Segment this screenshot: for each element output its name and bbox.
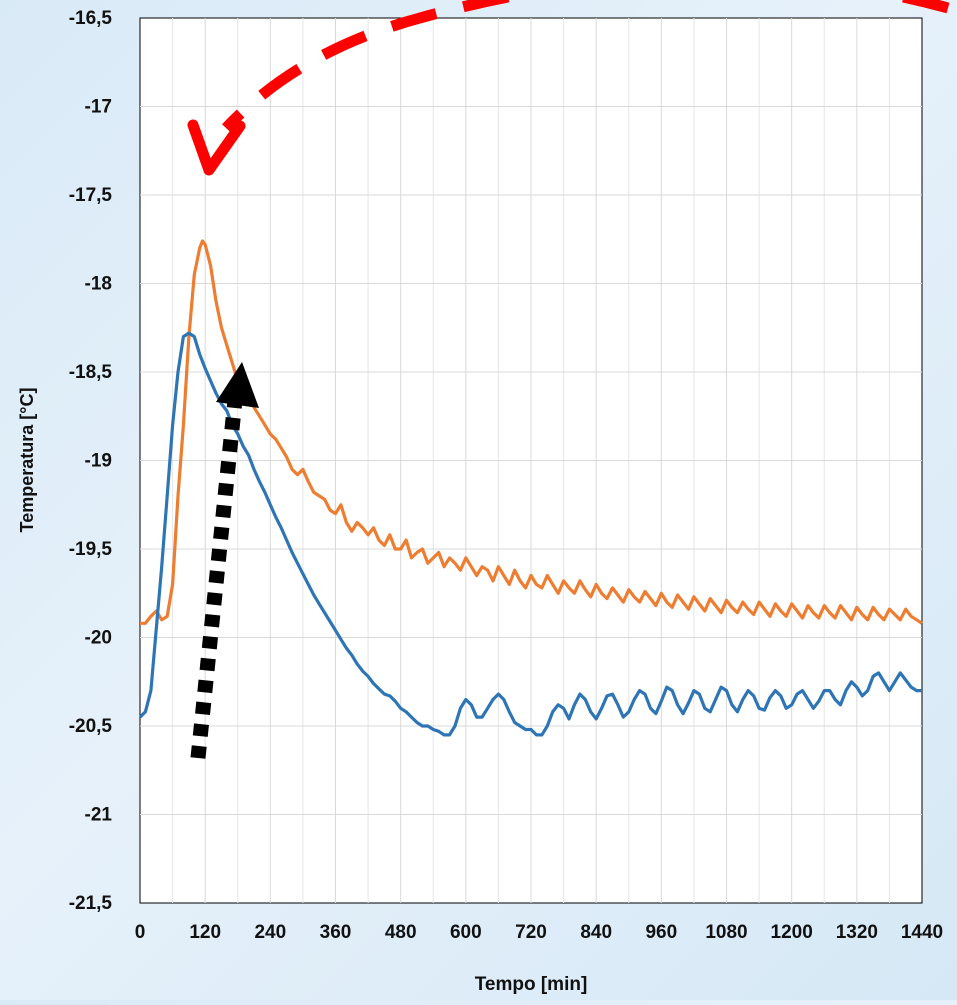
y-tick-label: -16,5 [69, 8, 113, 29]
black-dotted-arrow-shaft [190, 399, 243, 759]
y-tick-label: -19 [85, 451, 112, 472]
x-tick-label: 960 [645, 922, 677, 943]
annotations [187, 0, 950, 759]
y-tick-label: -18,5 [69, 362, 113, 383]
tick-labels: 0 120 240 360 480 600 720 840 960 1080 1200 1320 144… [69, 8, 943, 943]
x-tick-label: 1320 [836, 922, 878, 943]
x-tick-label: 720 [515, 922, 547, 943]
x-tick-label: 1080 [705, 922, 747, 943]
series-line-2 [138, 331, 922, 737]
x-tick-label: 240 [254, 922, 286, 943]
x-tick-label: 360 [320, 922, 352, 943]
y-tick-label: -17 [85, 97, 112, 118]
y-tick-label: -17,5 [69, 185, 113, 206]
y-tick-label: -21 [85, 805, 113, 826]
black-arrow-head [216, 362, 259, 408]
y-tick-label: -21,5 [69, 893, 113, 914]
series-line-1 [140, 239, 923, 625]
x-tick-label: 1440 [901, 922, 943, 943]
x-tick-label: 840 [580, 922, 612, 943]
y-tick-label: -20,5 [69, 716, 113, 737]
y-tick-label: -20 [85, 628, 112, 649]
red-dashed-arrow-shaft [222, 0, 950, 132]
y-tick-label: -19,5 [69, 539, 113, 560]
x-tick-label: 1200 [771, 922, 813, 943]
x-tick-label: 120 [189, 922, 221, 943]
series-layer [138, 239, 923, 737]
x-axis-title: Tempo [min] [475, 974, 588, 995]
x-tick-label: 600 [450, 922, 482, 943]
y-axis-title: Temperatura [°C] [17, 388, 37, 533]
x-tick-label: 0 [135, 922, 146, 943]
x-tick-label: 480 [385, 922, 417, 943]
y-tick-label: -18 [85, 274, 112, 295]
red-arrow-head [187, 119, 246, 176]
